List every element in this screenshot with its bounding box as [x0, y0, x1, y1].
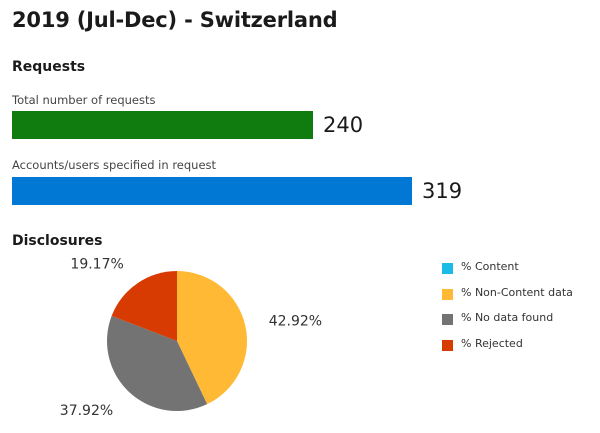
legend-swatch	[442, 314, 453, 326]
legend-label: % Content	[461, 260, 519, 273]
pie-slice-3	[111, 271, 177, 341]
pie-label-3: 19.17%	[70, 257, 123, 273]
legend-swatch	[442, 340, 453, 352]
pie-slice-1	[177, 271, 248, 405]
pie-label-2: 37.92%	[60, 403, 113, 419]
accounts-users-bar	[12, 177, 412, 205]
pie-labels: 42.92% 37.92% 19.17%	[60, 257, 322, 420]
accounts-users-value: 319	[422, 179, 463, 203]
legend-label: % Non-Content data	[461, 285, 573, 299]
accounts-users-label: Accounts/users specified in request	[12, 158, 217, 172]
legend-swatch	[442, 288, 453, 300]
requests-heading: Requests	[12, 59, 86, 75]
page-title: 2019 (Jul-Dec) - Switzerland	[12, 8, 338, 32]
total-requests-bar	[12, 111, 313, 139]
legend-label: % Rejected	[461, 337, 523, 351]
pie-label-1: 42.92%	[269, 313, 322, 329]
legend-label: % No data found	[461, 311, 554, 325]
disclosures-heading: Disclosures	[12, 233, 103, 249]
legend-swatch	[442, 263, 453, 274]
pie-slices	[107, 271, 248, 411]
total-requests-label: Total number of requests	[12, 93, 156, 107]
total-requests-value: 240	[323, 113, 364, 137]
disclosures-pie-chart: 42.92% 37.92% 19.17%	[60, 257, 322, 420]
pie-slice-2	[107, 315, 208, 411]
